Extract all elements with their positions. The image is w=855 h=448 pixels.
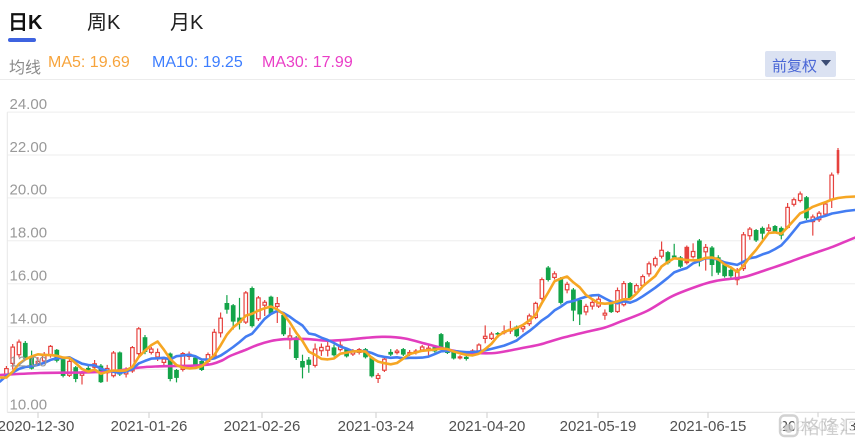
svg-text:2021-05-19: 2021-05-19 bbox=[560, 418, 637, 435]
svg-text:格隆汇: 格隆汇 bbox=[801, 417, 855, 439]
svg-text:16.00: 16.00 bbox=[10, 268, 48, 285]
svg-text:2021-06-15: 2021-06-15 bbox=[670, 418, 747, 435]
svg-text:20.00: 20.00 bbox=[10, 182, 48, 199]
svg-text:14.00: 14.00 bbox=[10, 310, 48, 327]
svg-text:2021-04-20: 2021-04-20 bbox=[449, 418, 526, 435]
svg-text:格隆汇: 格隆汇 bbox=[801, 417, 855, 439]
svg-text:12.00: 12.00 bbox=[10, 353, 48, 370]
svg-text:2021-03-24: 2021-03-24 bbox=[338, 418, 415, 435]
svg-text:2020-12-30: 2020-12-30 bbox=[0, 418, 74, 435]
svg-text:24.00: 24.00 bbox=[10, 96, 48, 113]
svg-text:2021-02-26: 2021-02-26 bbox=[224, 418, 301, 435]
svg-text:10.00: 10.00 bbox=[10, 397, 48, 414]
svg-text:22.00: 22.00 bbox=[10, 139, 48, 156]
svg-text:2021-01-26: 2021-01-26 bbox=[111, 418, 188, 435]
svg-text:18.00: 18.00 bbox=[10, 225, 48, 242]
